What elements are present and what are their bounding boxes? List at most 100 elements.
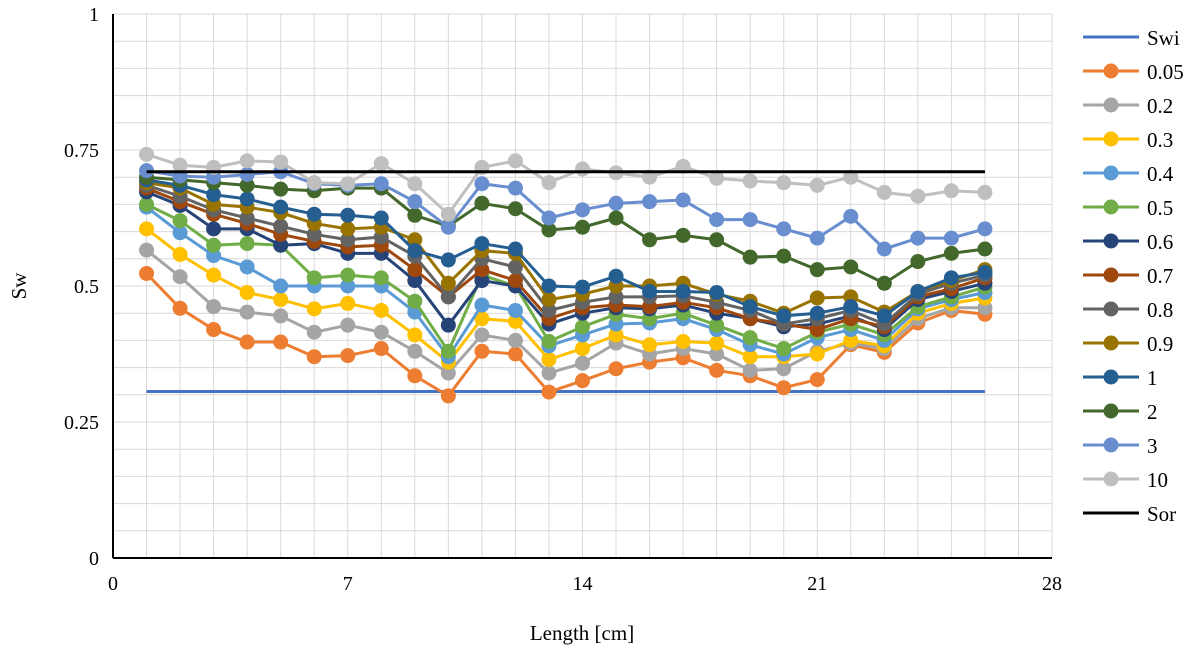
data-point [675,227,691,243]
data-point [474,195,490,211]
series-0-9 [139,175,993,321]
data-point [575,219,590,235]
legend-label: 0.05 [1147,60,1184,84]
data-point [776,308,792,324]
data-point [943,183,959,199]
data-point [507,153,523,169]
data-point [742,299,758,315]
data-point [809,262,825,278]
data-point [440,289,456,305]
data-point [206,221,222,237]
data-point [943,245,959,261]
data-point [407,194,423,210]
data-point [977,184,993,200]
data-point [474,236,490,252]
legend-item-0-3: 0.3 [1083,128,1173,152]
data-point [206,322,222,338]
data-point [172,269,188,285]
data-point [273,199,289,215]
data-point [407,262,423,278]
data-point [239,177,255,193]
data-point [742,212,758,228]
data-point [776,221,792,237]
legend-label: 2 [1147,400,1158,424]
data-point [239,259,255,275]
data-point [206,299,222,315]
legend-swatch-marker [1103,471,1119,487]
data-point [776,175,792,191]
data-point [340,207,356,223]
series [139,146,993,404]
data-point [575,202,590,218]
data-point [306,226,322,242]
data-point [172,246,188,262]
data-point [340,232,356,248]
data-point [541,222,557,238]
legend-item-0-6: 0.6 [1083,230,1173,254]
data-point [474,297,490,313]
y-tick-label: 1 [89,4,99,26]
data-point [139,196,155,212]
data-point [440,206,456,222]
data-point [541,365,557,381]
data-point [474,262,490,278]
data-point [742,330,758,346]
data-point [809,372,825,388]
data-point [239,304,255,320]
data-point [407,176,423,192]
data-point [709,232,725,248]
legend-label: 0.5 [1147,196,1173,220]
data-point [239,191,255,207]
legend-item-0-8: 0.8 [1083,298,1173,322]
data-point [575,161,590,177]
data-point [943,270,959,286]
data-point [239,334,255,350]
data-point [340,176,356,192]
data-point [709,170,725,186]
legend-item-3: 3 [1083,434,1158,458]
data-point [876,308,892,324]
data-point [306,206,322,222]
series-0-3 [139,221,993,370]
legend-swatch-marker [1103,335,1119,351]
data-point [608,327,624,343]
data-point [507,180,523,196]
data-point [206,267,222,283]
data-point [809,305,825,321]
data-point [575,355,590,371]
data-point [809,177,825,193]
legend-label: 0.3 [1147,128,1173,152]
data-point [273,308,289,324]
data-point [507,313,523,329]
axes [112,14,1052,559]
data-point [910,188,926,204]
data-point [407,368,423,384]
data-point [407,343,423,359]
data-point [474,273,490,289]
data-point [206,187,222,203]
data-point [876,241,892,257]
legend-item-0-7: 0.7 [1083,264,1173,288]
data-point [709,212,725,228]
data-point [172,157,188,173]
data-point [340,267,356,283]
data-point [440,275,456,291]
data-point [608,289,624,305]
legend-label: 0.2 [1147,94,1173,118]
data-point [273,181,289,197]
data-point [407,327,423,343]
legend-item-0-5: 0.5 [1083,196,1173,220]
data-point [675,192,691,208]
data-point [206,237,222,253]
legend-swatch-marker [1103,301,1119,317]
data-point [407,207,423,223]
data-point [608,268,624,284]
data-point [943,230,959,246]
data-point [575,279,590,295]
data-point [273,334,289,350]
data-point [709,317,725,333]
legend-swatch-marker [1103,165,1119,181]
legend-label: 0.8 [1147,298,1173,322]
legend-item-sor: Sor [1083,502,1176,526]
